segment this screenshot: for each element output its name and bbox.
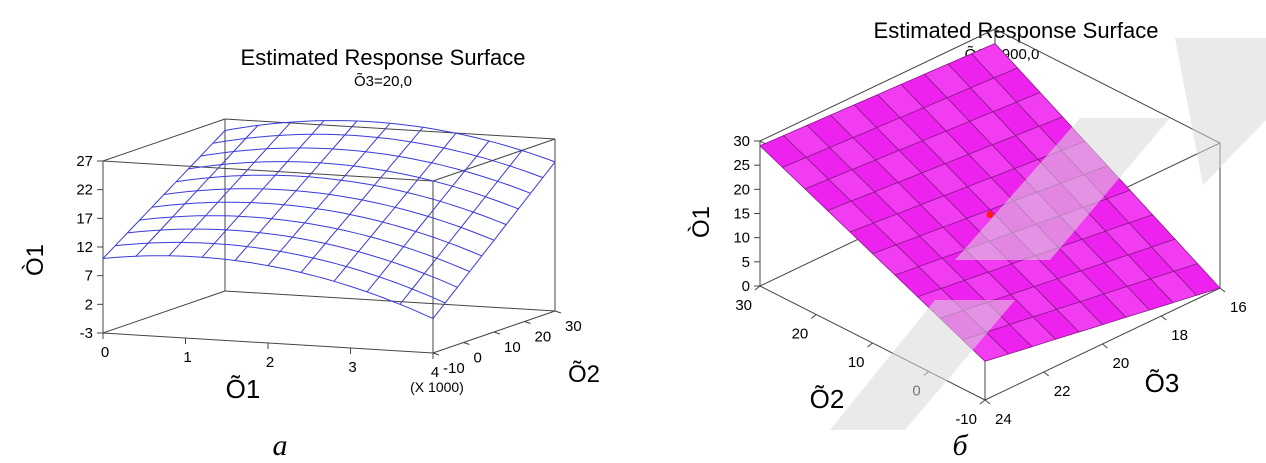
chart-b-x-tick-label: 18 — [1171, 327, 1188, 344]
chart-a-y-tick — [463, 342, 470, 345]
chart-b-title: Estimated Response Surface — [874, 18, 1159, 43]
chart-a-y-tick — [554, 310, 562, 314]
chart-a-z-tick-label: -3 — [80, 325, 93, 342]
chart-b-z-tick-label: 30 — [733, 133, 750, 150]
chart-b-z-tick-label: 0 — [742, 278, 750, 295]
chart-b: Estimated Response Surface Õ1=1900,0 302… — [688, 18, 1247, 462]
chart-a-y-tick — [432, 352, 440, 356]
chart-a-x-tick-label: 1 — [183, 349, 191, 366]
chart-a-surface-gridline — [300, 126, 424, 273]
chart-a-y-tick-label: 0 — [474, 350, 482, 367]
chart-a-y-axis: -10 0 10 20 30 — [432, 310, 582, 377]
chart-b-x-tick-label: 16 — [1230, 299, 1247, 316]
chart-b-y-tick-label: 10 — [848, 354, 865, 371]
chart-b-z-tick-label: 15 — [733, 206, 750, 223]
chart-a-y-tick-label: 20 — [535, 329, 552, 346]
chart-a-x-multiplier: (X 1000) — [410, 379, 464, 395]
chart-a-z-tick-label: 22 — [76, 182, 93, 199]
chart-b-x-tick — [1043, 371, 1050, 377]
chart-b-point-marker — [986, 211, 994, 218]
chart-b-y-label: Õ2 — [810, 384, 845, 414]
chart-b-z-tick-label: 25 — [733, 157, 750, 174]
chart-a-box-edge — [432, 138, 556, 182]
chart-a-x-axis: 0 1 2 3 4 — [101, 333, 439, 381]
chart-b-z-tick-label: 20 — [733, 181, 750, 198]
chart-a-y-tick-label: -10 — [443, 360, 465, 377]
chart-a: Estimated Response Surface Õ3=20,0 27221… — [22, 45, 600, 462]
chart-a-y-tick-label: 10 — [504, 339, 521, 356]
chart-b-x-tick — [984, 399, 991, 405]
chart-b-x-tick — [1219, 287, 1226, 293]
chart-a-subtitle: Õ3=20,0 — [354, 73, 412, 90]
chart-a-z-axis: 27 22 17 12 7 2 -3 — [76, 153, 103, 342]
chart-a-x-tick-label: 2 — [266, 354, 274, 371]
chart-a-surface-gridline — [399, 150, 523, 305]
chart-b-z-tick-label: 5 — [742, 254, 750, 271]
chart-a-title: Estimated Response Surface — [241, 45, 526, 70]
chart-b-y-tick — [810, 314, 817, 319]
chart-a-box-edge — [224, 290, 556, 312]
chart-b-y-tick-label: 20 — [792, 326, 809, 343]
chart-a-y-tick — [524, 321, 531, 324]
chart-a-z-tick-label: 17 — [76, 210, 93, 227]
chart-a-surface-gridline — [201, 120, 325, 258]
chart-b-box-edge — [759, 28, 996, 142]
chart-a-box-edge — [224, 118, 556, 140]
chart-a-z-tick-label: 27 — [76, 153, 93, 170]
chart-b-box-edge — [994, 28, 1221, 144]
chart-a-y-tick-label: 30 — [565, 318, 582, 335]
chart-b-x-axis: 16 18 20 22 24 — [984, 287, 1247, 428]
chart-b-y-tick-label: 30 — [735, 297, 752, 314]
chart-a-box-edge — [102, 290, 226, 334]
chart-a-surface-gridline — [333, 132, 457, 282]
chart-a-surface-gridline — [432, 161, 556, 319]
chart-a-box — [102, 118, 556, 354]
chart-a-surface-gridline — [135, 125, 259, 257]
chart-a-z-tick-label: 2 — [85, 296, 93, 313]
chart-a-x-tick-label: 4 — [431, 364, 439, 381]
chart-b-x-tick — [1102, 343, 1108, 349]
chart-a-surface-gridline — [366, 140, 490, 293]
chart-b-x-tick-label: 22 — [1054, 383, 1071, 400]
chart-a-x-tick-label: 0 — [101, 344, 109, 361]
chart-b-z-tick-label: 10 — [733, 230, 750, 247]
chart-a-x-tick-label: 3 — [348, 359, 356, 376]
chart-a-surface — [102, 120, 556, 320]
chart-b-x-tick-label: 20 — [1113, 355, 1130, 372]
chart-b-y-tick-label: -10 — [955, 411, 977, 428]
chart-a-x-label: Õ1 — [226, 374, 261, 404]
chart-b-z-label: Ò1 — [688, 206, 715, 238]
chart-a-y-label: Õ2 — [568, 360, 600, 388]
watermark — [830, 38, 1266, 430]
chart-b-surface-cell — [759, 135, 807, 168]
chart-a-z-tick-label: 12 — [76, 239, 93, 256]
chart-b-observed-point — [986, 211, 994, 218]
chart-a-z-tick-label: 7 — [85, 268, 93, 285]
chart-b-x-label: Õ3 — [1145, 368, 1180, 398]
chart-a-y-tick — [493, 331, 501, 335]
chart-a-box-edge — [102, 160, 434, 182]
chart-b-y-tick — [979, 399, 986, 405]
chart-b-x-tick-label: 24 — [995, 411, 1012, 428]
chart-a-z-label: Ò1 — [22, 244, 49, 276]
chart-b-y-tick — [867, 342, 873, 348]
chart-b-y-tick — [754, 285, 761, 291]
chart-a-caption: а — [273, 429, 288, 462]
chart-b-caption: б — [952, 429, 968, 462]
chart-b-x-tick — [1160, 315, 1167, 321]
chart-a-surface-gridline — [200, 147, 531, 194]
chart-a-surface-gridline — [168, 121, 292, 257]
chart-a-surface-gridline — [267, 122, 391, 266]
chart-a-surface-gridline — [234, 120, 358, 261]
chart-a-surface-gridline — [176, 174, 507, 226]
chart-a-surface-gridline — [139, 215, 470, 273]
chart-a-box-edge — [102, 118, 226, 162]
chart-b-z-axis: 30 25 20 15 10 5 0 — [733, 133, 760, 295]
chart-a-surface-gridline — [102, 130, 226, 259]
